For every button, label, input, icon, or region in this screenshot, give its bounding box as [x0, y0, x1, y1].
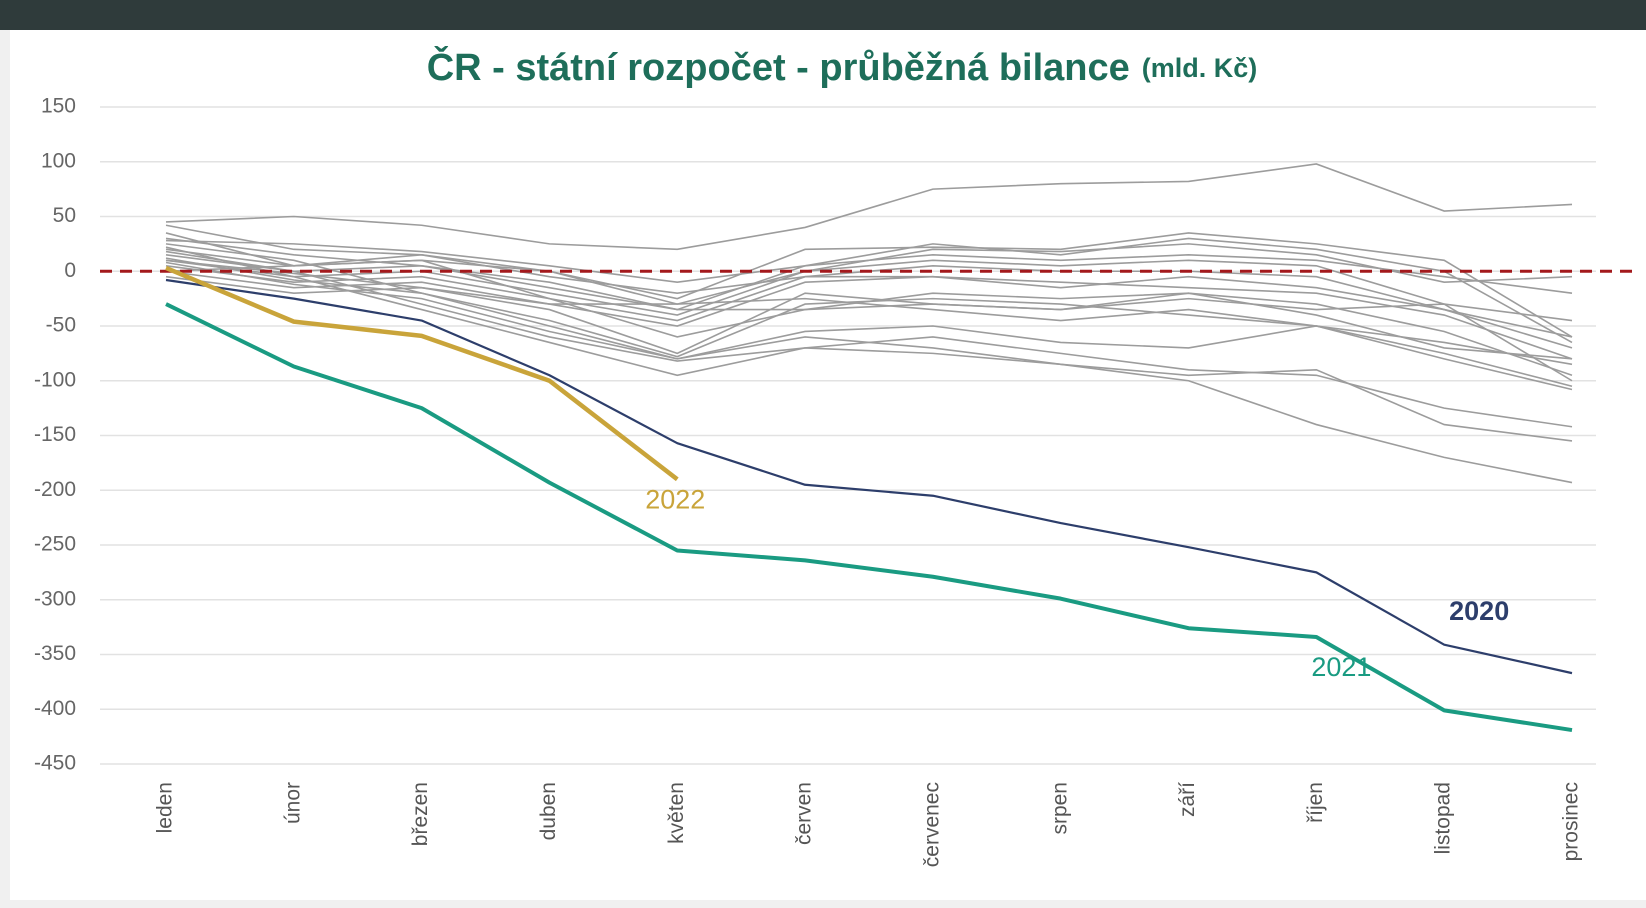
y-tick-label: -450: [34, 752, 76, 775]
x-tick-label: leden: [154, 782, 177, 833]
series-label: 2020: [1449, 596, 1509, 626]
x-tick-label: prosinec: [1560, 782, 1583, 861]
title: ČR - státní rozpočet - průběžná bilance: [427, 44, 1130, 89]
x-tick-label: říjen: [1304, 782, 1327, 823]
background-line: [165, 270, 1573, 360]
y-tick-label: 150: [41, 95, 76, 118]
top-bar: [0, 0, 1646, 30]
y-tick-label: -100: [34, 368, 76, 391]
x-tick-label: srpen: [1048, 782, 1071, 835]
series-line: [165, 302, 1573, 733]
background-line: [165, 259, 1573, 391]
y-tick-label: 0: [64, 259, 76, 282]
y-tick-label: -200: [34, 478, 76, 501]
chart-area: [10, 30, 1646, 900]
x-tick-label: červen: [793, 782, 816, 845]
y-tick-label: -250: [34, 533, 76, 556]
background-line: [165, 232, 1573, 349]
series-label: 2022: [645, 484, 705, 514]
x-tick-label: září: [1176, 782, 1199, 817]
y-tick-label: -350: [34, 642, 76, 665]
series-line: [165, 278, 1573, 675]
x-tick-label: únor: [281, 782, 304, 824]
x-tick-label: listopad: [1432, 782, 1455, 854]
y-tick-label: 100: [41, 149, 76, 172]
y-tick-label: -50: [46, 314, 76, 337]
background-line: [165, 163, 1573, 251]
background-line: [165, 237, 1573, 322]
background-line: [165, 254, 1573, 311]
x-tick-label: březen: [409, 782, 432, 846]
y-tick-label: -150: [34, 423, 76, 446]
x-tick-label: červenec: [920, 782, 943, 867]
background-line: [165, 224, 1573, 338]
background-line: [165, 237, 1573, 344]
background-line: [165, 261, 1573, 387]
y-tick-label: -400: [34, 697, 76, 720]
y-tick-label: -300: [34, 587, 76, 610]
series-label: 2021: [1311, 652, 1371, 682]
chart-title: ČR - státní rozpočet - průběžná bilance (…: [427, 44, 1258, 89]
background-line: [165, 259, 1573, 360]
y-tick-label: 50: [53, 204, 76, 227]
x-tick-label: duben: [537, 782, 560, 840]
background-line: [165, 246, 1573, 484]
unit-label: (mld. Kč): [1142, 53, 1258, 83]
series-line: [165, 265, 679, 482]
background-line: [165, 243, 1573, 442]
x-tick-label: květen: [665, 782, 688, 844]
